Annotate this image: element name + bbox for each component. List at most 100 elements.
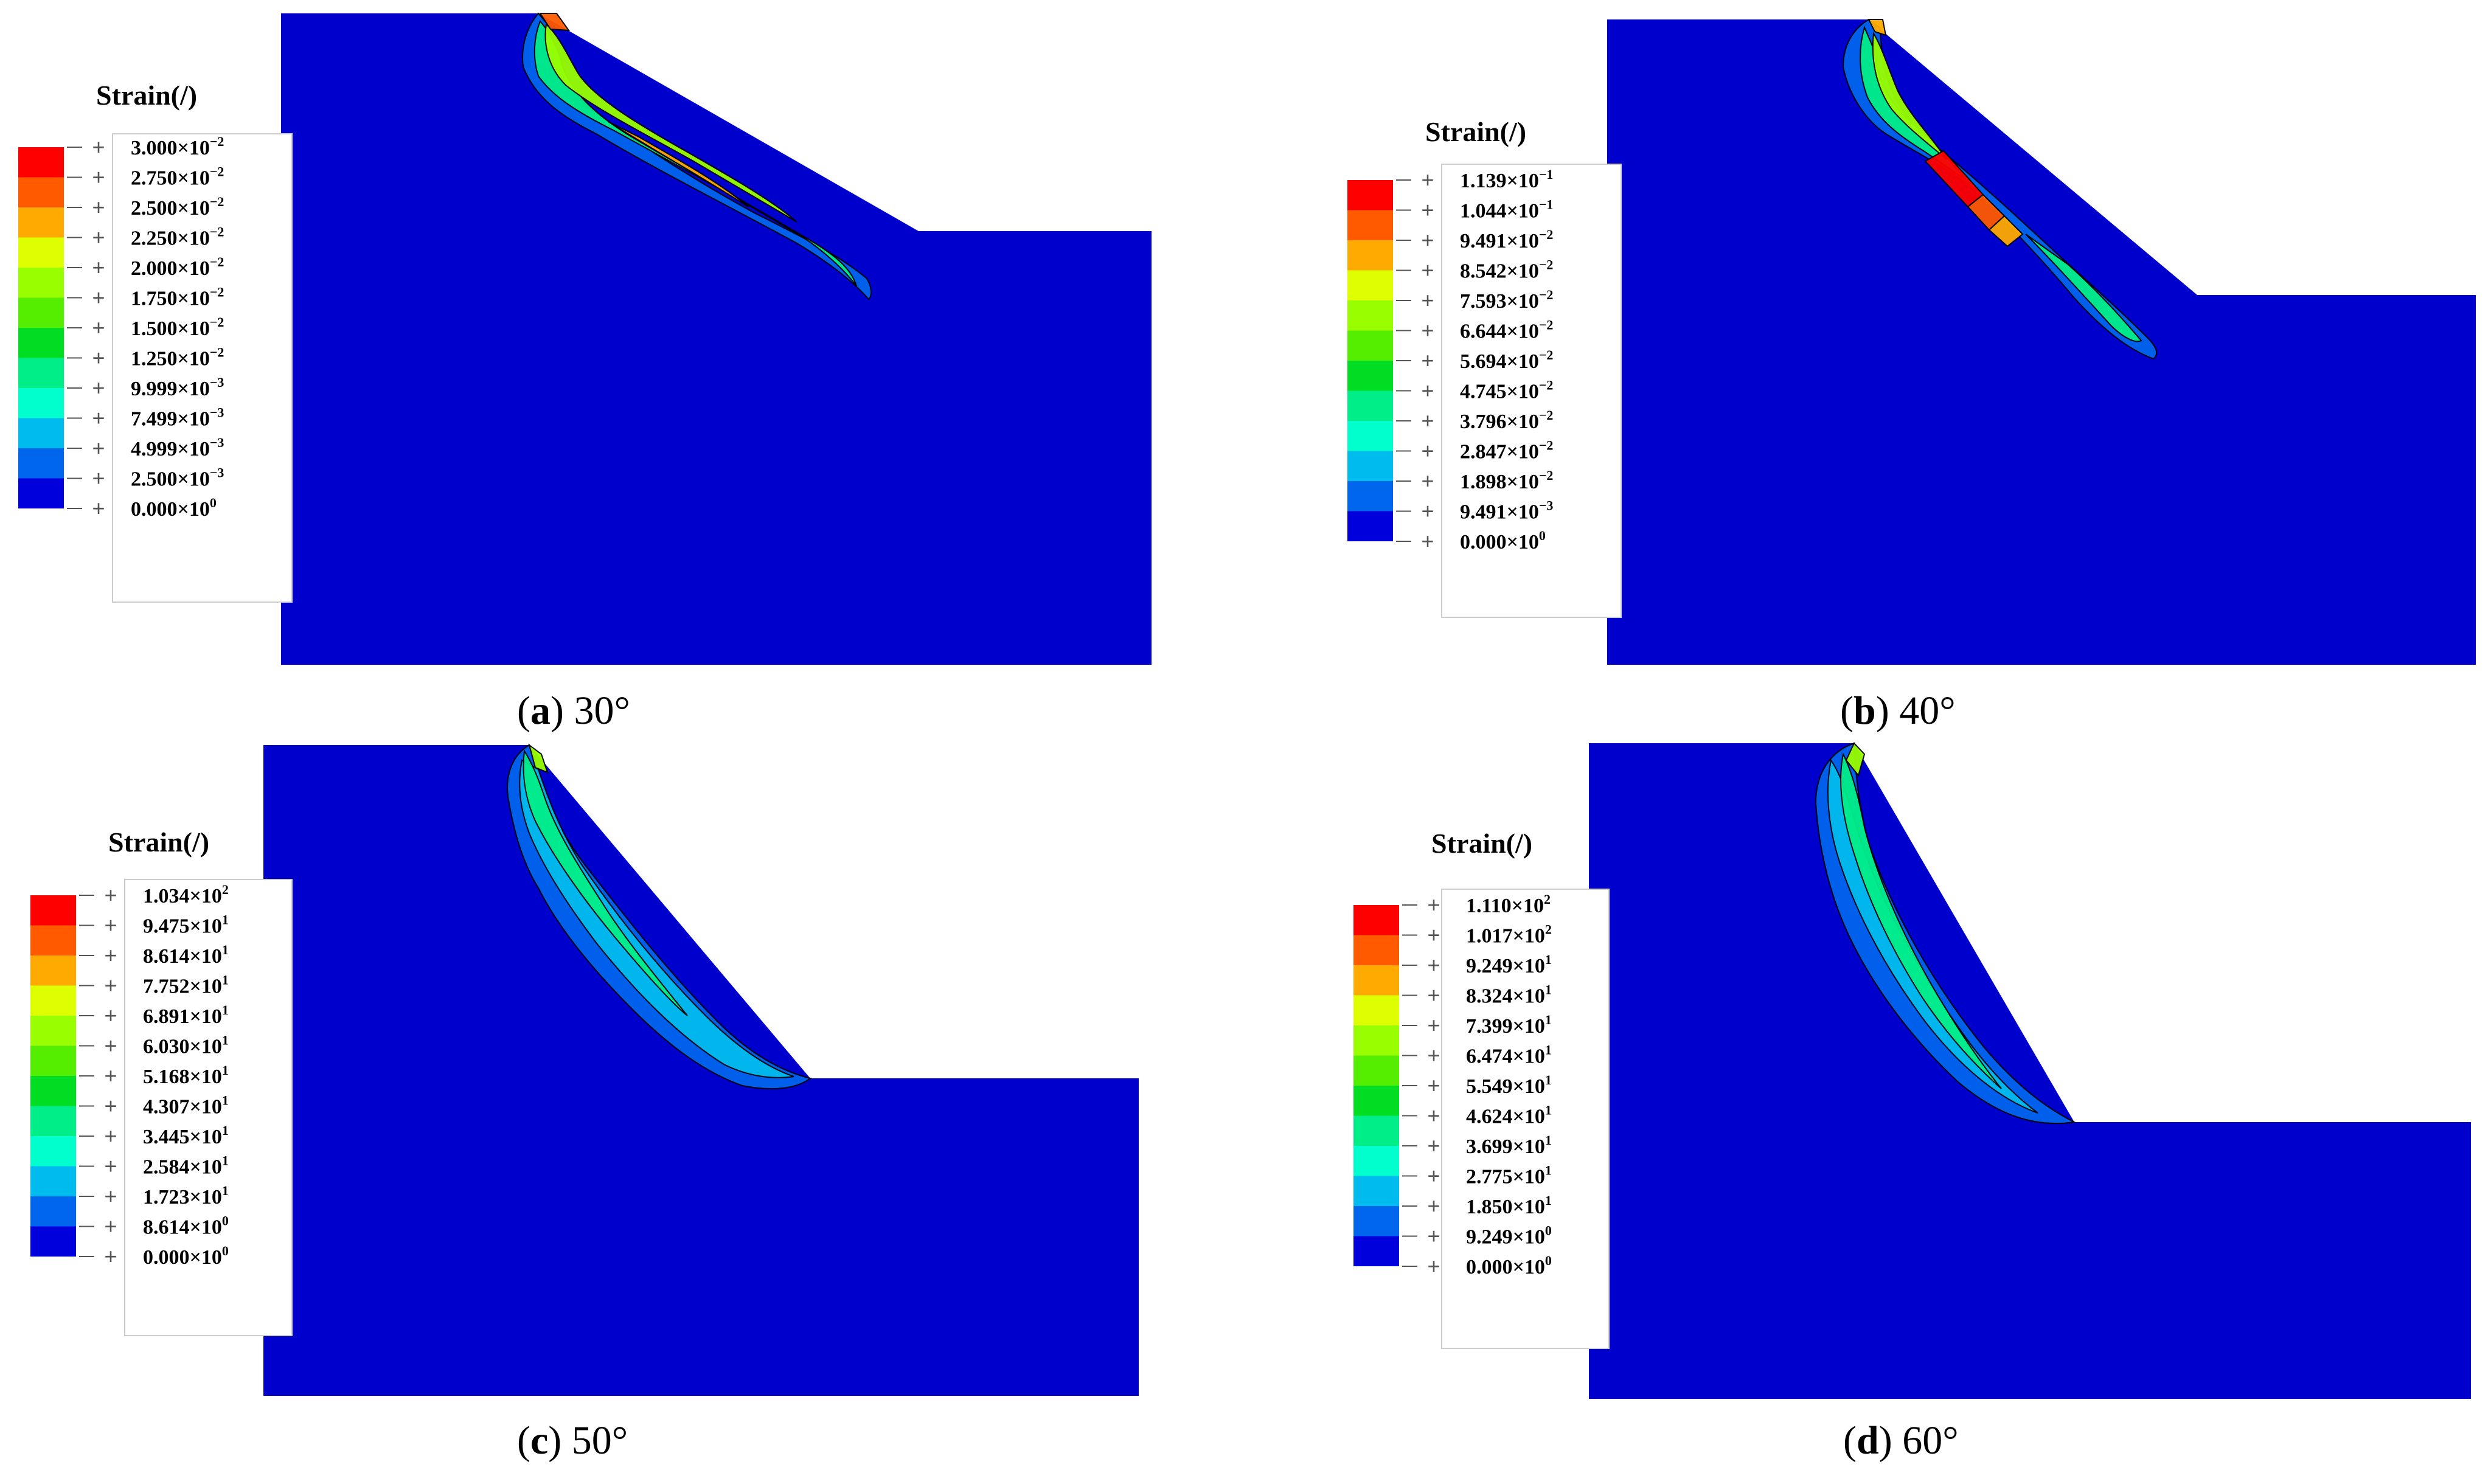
legend-plus-marker: +	[104, 1094, 117, 1118]
legend-tick-label: 7.593×10−2	[1460, 287, 1553, 313]
legend-color-swatch	[1353, 965, 1399, 996]
legend-plus-marker: +	[1427, 1193, 1440, 1218]
legend-plus-marker: +	[104, 1123, 117, 1148]
contour-band-peak3	[1988, 215, 2024, 248]
legend-title-d: Strain(/)	[1431, 828, 1532, 859]
legend-plus-marker: +	[104, 1063, 117, 1088]
legend-tick-label: 1.034×102	[143, 882, 229, 907]
legend-tick-label: 5.694×10−2	[1460, 347, 1553, 373]
legend-plus-marker: +	[1421, 468, 1434, 493]
contour-band-inner	[544, 23, 797, 223]
legend-color-swatch	[1353, 905, 1399, 935]
shear-band-a	[522, 12, 872, 300]
legend-tick-label: 1.723×101	[143, 1183, 229, 1208]
contour-band-inner	[523, 749, 688, 1016]
legend-tick-label: 3.445×101	[143, 1123, 229, 1148]
legend-color-swatch	[1353, 1055, 1399, 1086]
shear-band-c	[507, 743, 812, 1090]
legend-color-swatch	[1353, 1206, 1399, 1236]
legend-color-swatch	[1353, 1086, 1399, 1116]
shear-band-b	[1842, 18, 2158, 360]
caption-d: (d) 60°	[1843, 1418, 1959, 1463]
legend-color-swatch	[18, 177, 64, 207]
legend-plus-marker: +	[1427, 1013, 1440, 1038]
panel-c: Strain(/) +1.034×102 + 9.475×101 + 8.614×101…	[30, 743, 1139, 1463]
legend-title-c: Strain(/)	[108, 827, 209, 858]
legend-tick-label: 2.250×10−2	[131, 224, 224, 250]
legend-tick-label: 0.000×100	[1466, 1253, 1552, 1278]
slope-model-a	[281, 13, 1152, 665]
legend-tick-label: 4.999×10−3	[131, 435, 224, 460]
legend-d: Strain(/) +1.110×102 + 1.017×102 + 9.249×101…	[1353, 828, 1610, 1349]
legend-color-swatch	[30, 955, 76, 986]
legend-plus-marker: +	[104, 1184, 117, 1208]
legend-plus-marker: +	[1421, 529, 1434, 553]
legend-plus-marker: +	[92, 134, 105, 159]
contour-band-crest	[539, 13, 571, 32]
legend-tick-label: 3.000×10−2	[131, 134, 224, 159]
legend-tick-label: 2.750×10−2	[131, 164, 224, 190]
legend-color-swatch	[18, 448, 64, 479]
legend-color-swatch	[30, 1106, 76, 1136]
legend-plus-marker: +	[1427, 1224, 1440, 1249]
legend-plus-marker: +	[1427, 1043, 1440, 1068]
legend-tick-label: 2.500×10−2	[131, 194, 224, 220]
color-bar-a	[18, 147, 64, 508]
legend-plus-marker: +	[1421, 378, 1434, 403]
legend-tick-label: 4.745×10−2	[1460, 378, 1553, 403]
legend-plus-marker: +	[1421, 348, 1434, 373]
legend-tick-label: 6.891×101	[143, 1002, 229, 1028]
legend-title-a: Strain(/)	[96, 80, 197, 111]
legend-box-d	[1441, 889, 1610, 1349]
legend-plus-marker: +	[1421, 167, 1434, 192]
legend-color-swatch	[30, 1016, 76, 1046]
legend-tick-label: 2.775×101	[1466, 1163, 1552, 1188]
legend-plus-marker: +	[1427, 983, 1440, 1008]
legend-plus-marker: +	[1421, 318, 1434, 343]
legend-color-swatch	[1347, 180, 1393, 210]
legend-plus-marker: +	[104, 1214, 117, 1239]
legend-plus-marker: +	[92, 285, 105, 310]
legend-plus-marker: +	[104, 1033, 117, 1058]
panel-d: Strain(/) +1.110×102 + 1.017×102 + 9.249×101…	[1353, 742, 2471, 1463]
legend-color-swatch	[18, 358, 64, 388]
legend-tick-label: 9.249×100	[1466, 1223, 1552, 1249]
legend-color-swatch	[18, 388, 64, 418]
legend-color-swatch	[1347, 451, 1393, 481]
legend-plus-marker: +	[104, 1154, 117, 1179]
legend-color-swatch	[1347, 270, 1393, 300]
legend-color-swatch	[30, 1196, 76, 1227]
legend-color-swatch	[1347, 330, 1393, 361]
legend-plus-marker: +	[92, 195, 105, 220]
legend-plus-marker: +	[1421, 227, 1434, 252]
legend-color-swatch	[18, 297, 64, 328]
legend-plus-marker: +	[1421, 499, 1434, 524]
contour-band-mid	[519, 759, 794, 1078]
legend-ticks-d: +1.110×102 + 1.017×102 + 9.249×101 + 8.324×101…	[1402, 892, 1552, 1278]
legend-tick-label: 3.699×101	[1466, 1132, 1552, 1158]
legend-plus-marker: +	[92, 225, 105, 250]
legend-plus-marker: +	[92, 345, 105, 370]
legend-plus-marker: +	[92, 165, 105, 190]
legend-tick-label: 7.752×101	[143, 973, 229, 998]
legend-color-swatch	[30, 1166, 76, 1196]
legend-plus-marker: +	[1427, 1103, 1440, 1128]
legend-plus-marker: +	[1427, 1133, 1440, 1158]
legend-plus-marker: +	[104, 913, 117, 938]
legend-color-swatch	[18, 237, 64, 268]
legend-color-swatch	[18, 418, 64, 448]
legend-tick-label: 9.249×101	[1466, 952, 1552, 977]
legend-tick-label: 1.250×10−2	[131, 345, 224, 370]
legend-color-swatch	[1347, 300, 1393, 331]
legend-tick-label: 0.000×100	[143, 1243, 229, 1269]
legend-tick-label: 8.324×101	[1466, 982, 1552, 1008]
legend-tick-label: 8.614×100	[143, 1213, 229, 1239]
legend-c: Strain(/) +1.034×102 + 9.475×101 + 8.614×101…	[30, 827, 293, 1336]
contour-band-peak	[608, 121, 749, 207]
legend-box-a	[112, 133, 293, 603]
legend-tick-label: 6.474×101	[1466, 1042, 1552, 1068]
legend-plus-marker: +	[104, 943, 117, 968]
legend-color-swatch	[30, 1076, 76, 1106]
contour-band-crest	[1845, 742, 1866, 777]
